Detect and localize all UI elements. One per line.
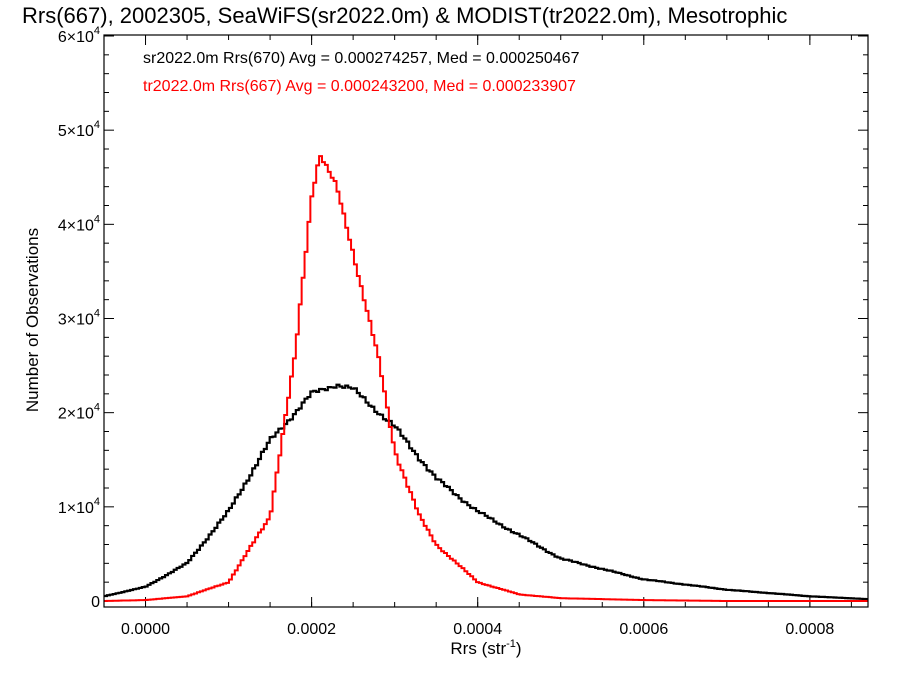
legend-entry-tr2022: tr2022.0m Rrs(667) Avg = 0.000243200, Me…: [143, 78, 576, 95]
x-tick-label: 0.0000: [121, 621, 170, 638]
y-tick-label: 5×104: [58, 119, 100, 140]
y-tick-label: 4×104: [58, 213, 100, 234]
legend-entry-sr2022: sr2022.0m Rrs(670) Avg = 0.000274257, Me…: [143, 50, 580, 67]
y-tick-label-base: 3×10: [58, 312, 94, 329]
y-tick-label-base: 0: [91, 594, 100, 611]
y-tick-label: 3×104: [58, 308, 100, 329]
y-tick-label-base: 4×10: [58, 217, 94, 234]
y-tick-label-exp: 4: [94, 496, 100, 508]
y-tick-label-exp: 4: [94, 25, 100, 37]
x-axis-title-sup: -1: [506, 638, 516, 650]
legend: sr2022.0m Rrs(670) Avg = 0.000274257, Me…: [143, 50, 580, 95]
y-tick-label-base: 2×10: [58, 406, 94, 423]
x-tick-label: 0.0006: [619, 621, 668, 638]
x-axis-title: Rrs (str-1): [450, 638, 521, 658]
x-tick-label: 0.0002: [287, 621, 336, 638]
y-tick-label-base: 6×10: [58, 29, 94, 46]
y-tick-label-exp: 4: [94, 308, 100, 320]
y-tick-label-exp: 4: [94, 119, 100, 131]
ticks-layer: 0.0000 0.0002 0.0004 0.0006 0.000801×1042×10…: [58, 25, 868, 638]
plot-frame: [103, 34, 869, 608]
y-tick-label: 0: [91, 594, 100, 611]
x-tick-label: 0.0008: [785, 621, 834, 638]
x-axis-title-text: Rrs (str: [450, 639, 506, 658]
y-tick-label-base: 5×10: [58, 123, 94, 140]
y-tick-label-exp: 4: [94, 213, 100, 225]
y-tick-label: 6×104: [58, 25, 100, 46]
y-tick-label: 2×104: [58, 402, 100, 423]
y-tick-label: 1×104: [58, 496, 100, 517]
histogram-series-0: [104, 383, 868, 601]
x-tick-label: 0.0004: [453, 621, 502, 638]
chart-title: Rrs(667), 2002305, SeaWiFS(sr2022.0m) & …: [22, 3, 787, 28]
y-tick-label-base: 1×10: [58, 500, 94, 517]
series-layer: [104, 155, 868, 602]
x-axis-title-close: ): [516, 639, 522, 658]
y-tick-label-exp: 4: [94, 402, 100, 414]
y-axis-title: Number of Observations: [23, 228, 42, 412]
y-axis-title-group: Number of Observations: [23, 228, 42, 412]
histogram-series-1: [104, 155, 868, 602]
